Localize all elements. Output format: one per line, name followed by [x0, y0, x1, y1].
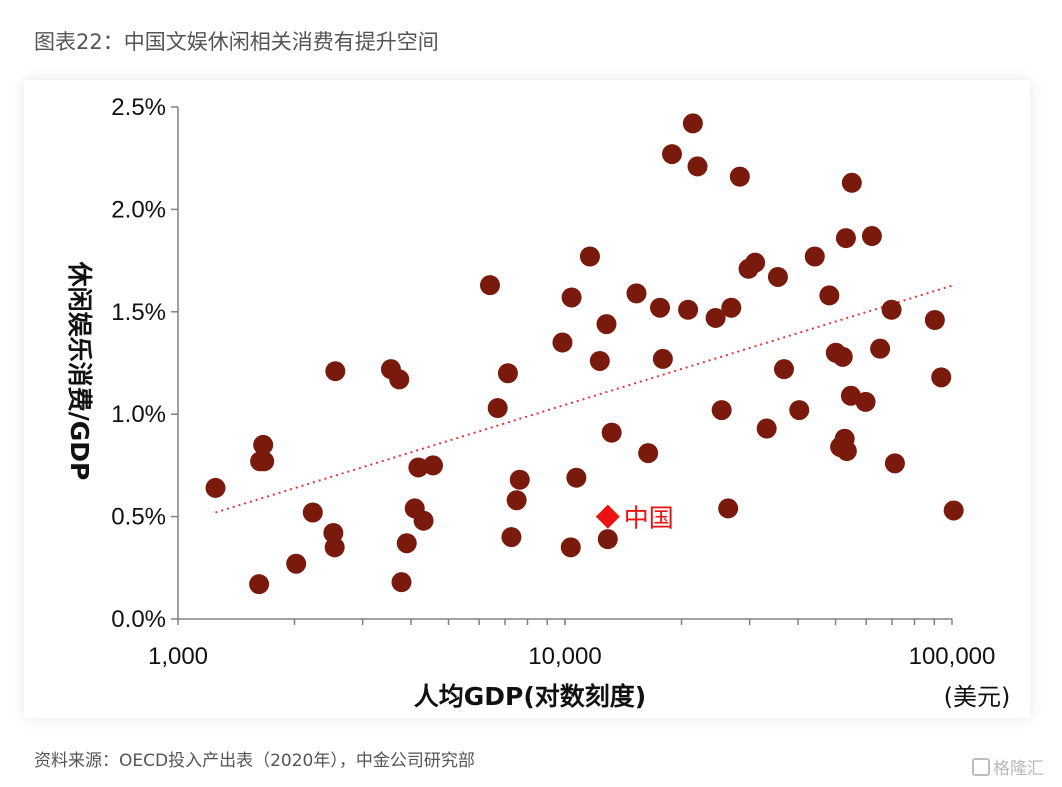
x-axis-unit: (美元)	[944, 683, 1011, 711]
data-point	[721, 297, 742, 318]
y-tick-label: 0.0%	[111, 606, 166, 633]
data-point	[497, 363, 518, 384]
data-point	[501, 527, 522, 548]
data-point	[789, 400, 810, 421]
data-point	[678, 299, 699, 320]
data-point	[943, 500, 964, 521]
axes-layer	[171, 106, 953, 625]
data-point	[705, 307, 726, 328]
data-point	[596, 314, 617, 335]
y-axis-label: 休闲娱乐消费/GDP	[65, 261, 94, 481]
figure-title: 图表22：中国文娱休闲相关消费有提升空间	[34, 30, 439, 54]
data-point	[566, 467, 587, 488]
data-point	[884, 453, 905, 474]
data-point	[391, 572, 412, 593]
y-tick-label: 2.0%	[111, 196, 166, 223]
data-point	[561, 287, 582, 308]
x-tick-label: 100,000	[909, 643, 996, 670]
labels-layer: 0.0% 0.5% 1.0% 1.5% 2.0% 2.5% 1,000 10,000 100,0…	[65, 94, 1010, 711]
data-point	[286, 553, 307, 574]
trendline-layer	[215, 284, 954, 514]
data-point	[841, 172, 862, 193]
data-point	[302, 502, 323, 523]
data-point	[413, 510, 434, 531]
data-point	[253, 434, 274, 455]
highlight-label: 中国	[624, 504, 674, 533]
data-point	[479, 275, 500, 296]
y-tick-label: 1.0%	[111, 401, 166, 428]
data-point	[756, 418, 777, 439]
points-layer	[205, 113, 964, 595]
data-point	[423, 455, 444, 476]
data-point	[682, 113, 703, 134]
data-point	[254, 451, 275, 472]
data-point	[652, 348, 673, 369]
data-point	[487, 398, 508, 419]
data-point	[661, 144, 682, 165]
data-point	[835, 228, 856, 249]
data-point	[389, 369, 410, 390]
data-point	[396, 533, 417, 554]
y-tick-label: 1.5%	[111, 299, 166, 326]
data-point	[579, 246, 600, 267]
data-point	[832, 346, 853, 367]
trendline	[215, 284, 954, 514]
data-point	[589, 350, 610, 371]
x-tick-label: 1,000	[148, 643, 208, 670]
data-point	[509, 469, 530, 490]
watermark-logo-icon	[972, 758, 990, 776]
data-point	[408, 457, 429, 478]
highlight-point	[595, 504, 620, 529]
data-point	[855, 391, 876, 412]
data-point	[650, 297, 671, 318]
data-point	[881, 299, 902, 320]
data-point	[819, 285, 840, 306]
data-point	[552, 332, 573, 353]
data-point	[249, 574, 270, 595]
data-point	[870, 338, 891, 359]
data-point	[597, 529, 618, 550]
watermark: 格隆汇	[972, 754, 1044, 779]
data-point	[924, 309, 945, 330]
data-point	[323, 522, 344, 543]
data-point	[804, 246, 825, 267]
data-point	[506, 490, 527, 511]
data-point	[687, 156, 708, 177]
source-note: 资料来源：OECD投入产出表（2020年），中金公司研究部	[34, 751, 475, 771]
x-axis-label: 人均GDP(对数刻度)	[414, 682, 646, 711]
data-point	[767, 266, 788, 287]
data-point	[773, 359, 794, 380]
y-tick-label: 2.5%	[111, 94, 166, 121]
data-point	[729, 166, 750, 187]
data-point	[325, 361, 346, 382]
data-point	[205, 477, 226, 498]
data-point	[601, 422, 622, 443]
data-point	[718, 498, 739, 519]
data-point	[711, 400, 732, 421]
watermark-text: 格隆汇	[993, 759, 1044, 779]
x-tick-label: 10,000	[528, 643, 601, 670]
data-point	[861, 226, 882, 247]
data-point	[324, 537, 345, 558]
data-point	[626, 283, 647, 304]
data-point	[836, 441, 857, 462]
data-point	[931, 367, 952, 388]
data-point	[560, 537, 581, 558]
data-point	[638, 443, 659, 464]
data-point	[745, 252, 766, 273]
y-tick-label: 0.5%	[111, 504, 166, 531]
